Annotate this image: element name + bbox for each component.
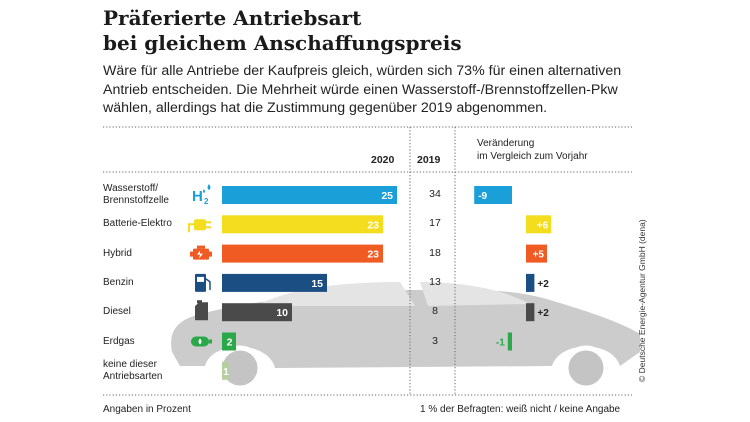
- value-2019: 8: [415, 305, 455, 317]
- category-label-line: keine dieser: [103, 359, 157, 370]
- value-2019: 18: [415, 247, 455, 259]
- svg-text:2: 2: [204, 197, 209, 206]
- category-label-line: Antriebsarten: [103, 371, 162, 382]
- footer-no-answer-note: 1 % der Befragten: weiß nicht / keine An…: [420, 404, 620, 415]
- category-label-line: Brennstoffzelle: [103, 195, 169, 206]
- value-2019: 34: [415, 188, 455, 200]
- change-bar: [526, 303, 534, 321]
- change-value-label: +6: [537, 220, 549, 231]
- bar-value-label: 23: [367, 249, 379, 261]
- bar-value-label: 10: [276, 307, 288, 319]
- engine-icon: [190, 246, 212, 260]
- category-label: Diesel: [103, 306, 131, 318]
- change-value-label: -1: [496, 338, 505, 349]
- category-label: keine dieser Antriebsarten: [103, 359, 162, 383]
- category-label-line: Erdgas: [103, 336, 135, 347]
- category-label: Wasserstoff/Brennstoffzelle: [103, 183, 169, 207]
- value-2019: 17: [415, 217, 455, 229]
- change-value-label: +5: [533, 250, 545, 261]
- change-value-label: +2: [537, 308, 549, 319]
- car-silhouette: [171, 282, 640, 388]
- change-bar: [508, 333, 512, 351]
- bar-2020: [222, 245, 383, 263]
- bar-value-label: 15: [311, 278, 323, 290]
- category-label-line: Hybrid: [103, 248, 132, 259]
- change-header-line-2: im Vergleich zum Vorjahr: [477, 151, 588, 162]
- column-header-2020: 2020: [371, 154, 394, 166]
- bar-2020: [222, 186, 397, 204]
- category-label: Erdgas: [103, 336, 135, 348]
- footer-unit-note: Angaben in Prozent: [103, 404, 191, 415]
- canister-icon: [195, 300, 208, 320]
- bar-value-label: 1: [223, 366, 229, 378]
- change-column-header: Veränderung im Vergleich zum Vorjahr: [477, 137, 588, 163]
- category-label: Hybrid: [103, 248, 132, 260]
- copyright-credit: © Deutsche Energie-Agentur GmbH (dena): [637, 219, 647, 382]
- change-value-label: -9: [478, 191, 487, 202]
- bar-value-label: 23: [367, 219, 379, 231]
- change-bar: [526, 274, 534, 292]
- bar-value-label: 25: [381, 190, 393, 202]
- category-label: Batterie-Elektro: [103, 218, 172, 230]
- category-label-line: Diesel: [103, 306, 131, 317]
- change-header-line-1: Veränderung: [477, 138, 534, 149]
- column-header-2019: 2019: [417, 154, 440, 166]
- bar-2020: [222, 215, 383, 233]
- bar-value-label: 2: [227, 337, 233, 349]
- change-value-label: +2: [537, 279, 549, 290]
- value-2019: 13: [415, 276, 455, 288]
- value-2019: 3: [415, 335, 455, 347]
- category-label-line: Wasserstoff/: [103, 183, 158, 194]
- fuel-pump-icon: [195, 274, 210, 292]
- category-label-line: Batterie-Elektro: [103, 218, 172, 229]
- plug-icon: [189, 219, 211, 232]
- category-label: Benzin: [103, 277, 134, 289]
- category-label-line: Benzin: [103, 277, 134, 288]
- svg-text:H: H: [192, 188, 203, 205]
